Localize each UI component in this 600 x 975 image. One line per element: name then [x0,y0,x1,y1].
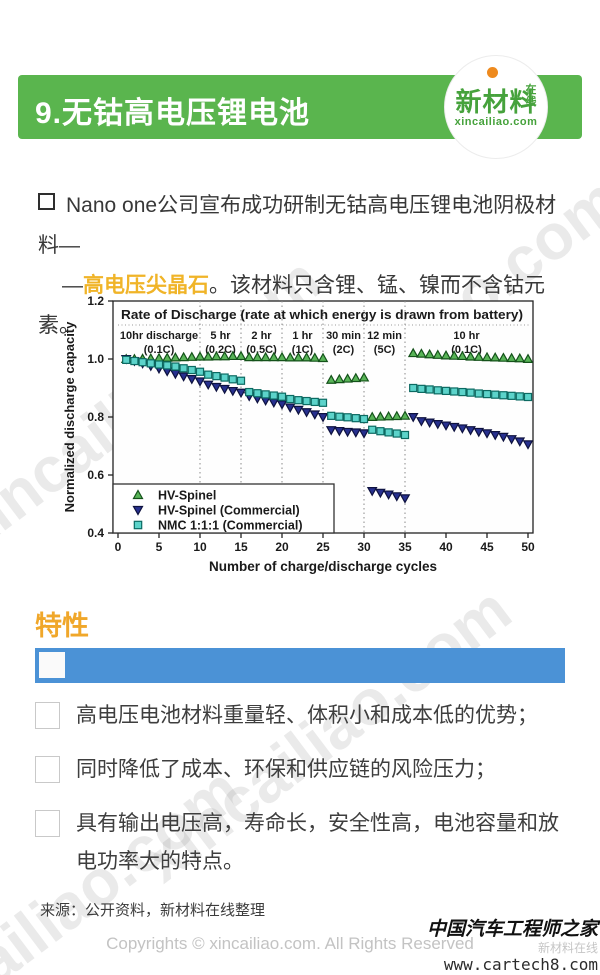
intro-line1: Nano one公司宣布成功研制无钴高电压锂电池阴极材料— [38,194,557,257]
svg-text:15: 15 [234,540,248,554]
intro-highlight: 高电压尖晶石 [83,274,209,297]
series-nmc-1-1-1-commercial- [122,355,533,440]
svg-text:(0.5C): (0.5C) [246,344,277,356]
discharge-rate-chart: Rate of Discharge (rate at which energy … [58,288,542,588]
cartech8-stamp: 中国汽车工程师之家 新材料在线 www.cartech8.com [427,914,598,974]
svg-text:(5C): (5C) [374,344,396,356]
checkbox-icon [35,810,60,837]
stamp-title: 中国汽车工程师之家 [426,919,598,940]
checkbox-icon [35,756,60,783]
feature-item-text: 具有输出电压高，寿命长，安全性高，电池容量和放电功率大的特点。 [76,812,559,873]
svg-text:30 min: 30 min [326,330,361,342]
features-blue-bar [35,648,565,683]
svg-text:45: 45 [480,540,494,554]
svg-text:0.4: 0.4 [87,526,104,540]
svg-text:Normalized discharge capacity: Normalized discharge capacity [62,321,77,513]
xincailiao-logo: 新材料 在 线 xincailiao.com [444,55,548,159]
svg-text:10: 10 [193,540,207,554]
svg-text:5 hr: 5 hr [210,330,231,342]
checkbox-icon [35,702,60,729]
logo-sun-icon [487,67,498,78]
series-hv-spinel [120,347,534,421]
chart-svg: Rate of Discharge (rate at which energy … [62,294,535,574]
svg-text:(1C): (1C) [292,344,314,356]
svg-text:0.8: 0.8 [87,410,104,424]
svg-text:1.0: 1.0 [87,352,104,366]
features-heading: 特性 [35,611,89,641]
features-bar-inset-square [39,652,65,678]
page-title: 9.无钴高电压锂电池 [35,97,311,130]
svg-text:20: 20 [275,540,289,554]
feature-item-3: 具有输出电压高，寿命长，安全性高，电池容量和放电功率大的特点。 [35,805,570,881]
svg-text:50: 50 [521,540,535,554]
svg-text:0.6: 0.6 [87,468,104,482]
svg-text:0: 0 [115,540,122,554]
logo-domain-text: xincailiao.com [454,116,538,128]
svg-text:1 hr: 1 hr [292,330,313,342]
source-line: 来源：公开资料，新材料在线整理 [40,902,266,919]
svg-text:(0.2C): (0.2C) [205,344,236,356]
svg-text:10hr discharge: 10hr discharge [120,330,198,342]
intro-suffix: 。该材料只含锂、锰、镍而不含钴元素。 [38,274,545,337]
logo-online-text: 在 线 [525,84,537,108]
svg-text:1.2: 1.2 [87,294,104,308]
stamp-faint-watermark: 新材料在线 [537,941,598,955]
svg-text:10 hr: 10 hr [453,330,480,342]
svg-text:35: 35 [398,540,412,554]
svg-text:40: 40 [439,540,453,554]
svg-text:NMC 1:1:1 (Commercial): NMC 1:1:1 (Commercial) [158,519,302,533]
svg-text:2 hr: 2 hr [251,330,272,342]
feature-item-text: 高电压电池材料重量轻、体积小和成本低的优势； [76,704,538,727]
feature-item-2: 同时降低了成本、环保和供应链的风险压力； [35,751,570,789]
stamp-url: www.cartech8.com [443,955,598,974]
feature-item-text: 同时降低了成本、环保和供应链的风险压力； [76,758,496,781]
intro-dash: — [62,274,83,297]
svg-text:(2C): (2C) [333,344,355,356]
logo-brand-text: 新材料 [455,87,537,117]
svg-text:HV-Spinel (Commercial): HV-Spinel (Commercial) [158,504,300,518]
svg-text:Rate of Discharge (rate at whi: Rate of Discharge (rate at which energy … [121,307,523,322]
svg-text:HV-Spinel: HV-Spinel [158,489,216,503]
svg-text:5: 5 [156,540,163,554]
svg-text:25: 25 [316,540,330,554]
svg-text:30: 30 [357,540,371,554]
copyright-line: Copyrights © xincailiao.com. All Rights … [106,934,474,953]
svg-text:12 min: 12 min [367,330,402,342]
square-bullet-icon [38,193,55,210]
feature-item-1: 高电压电池材料重量轻、体积小和成本低的优势； [35,697,570,735]
intro-paragraph: Nano one公司宣布成功研制无钴高电压锂电池阴极材料— —高电压尖晶石。该材… [38,186,572,346]
svg-text:Number of charge/discharge cyc: Number of charge/discharge cycles [209,559,437,574]
svg-text:(0.1C): (0.1C) [451,344,482,356]
